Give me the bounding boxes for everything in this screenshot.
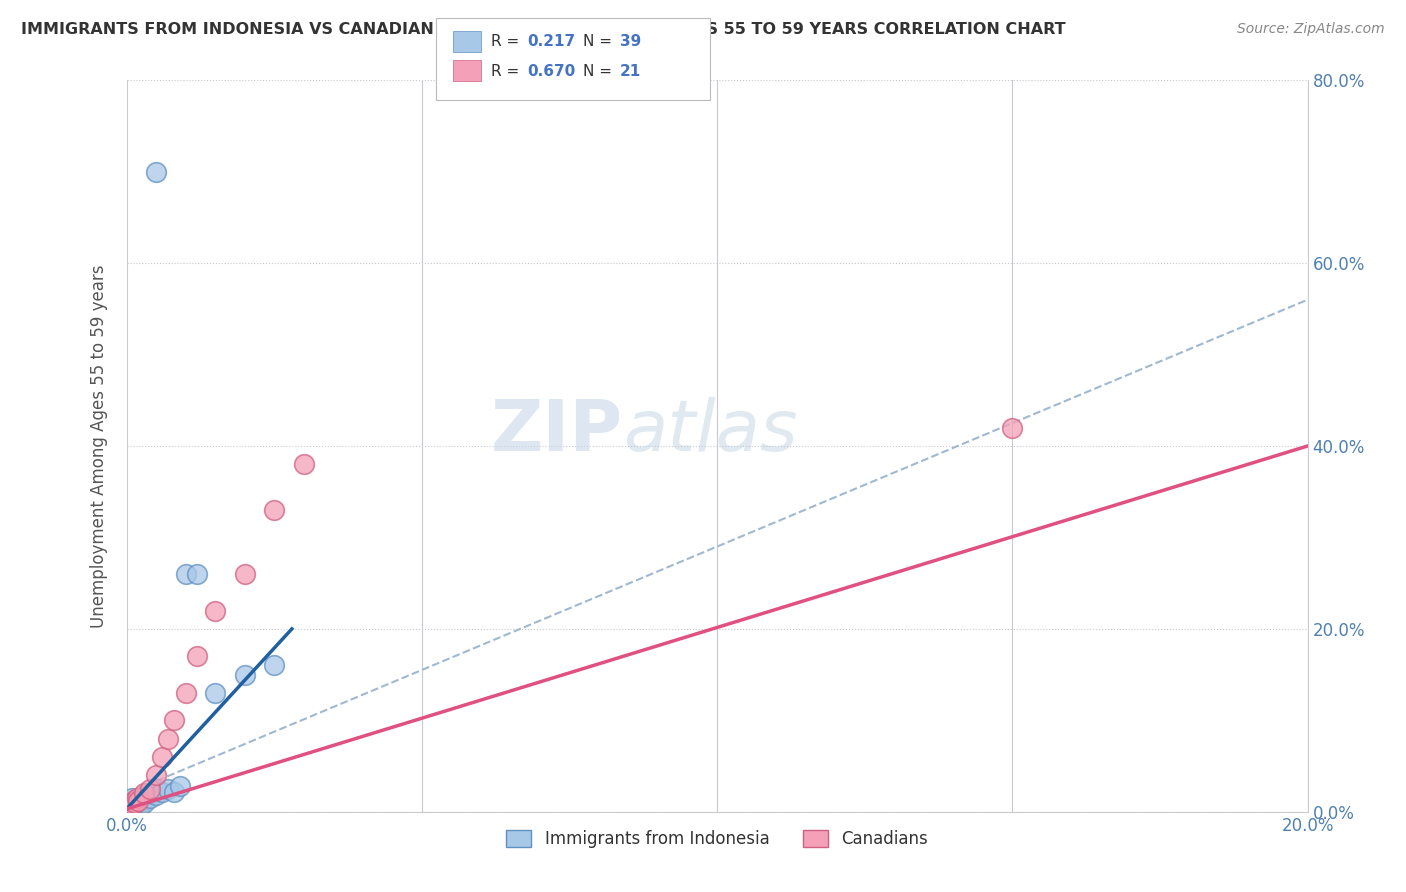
Point — [134, 796, 156, 810]
Text: 0.217: 0.217 — [527, 35, 575, 49]
Point — [118, 797, 141, 812]
Point — [263, 658, 285, 673]
Point — [292, 457, 315, 471]
Point — [122, 794, 145, 808]
Point — [204, 686, 226, 700]
Text: N =: N = — [583, 64, 617, 78]
Text: 0.670: 0.670 — [527, 64, 575, 78]
Text: R =: R = — [491, 64, 524, 78]
Text: N =: N = — [583, 35, 617, 49]
Text: 39: 39 — [620, 35, 641, 49]
Point — [122, 797, 145, 812]
Point — [121, 797, 143, 812]
Point — [145, 768, 167, 782]
Point — [150, 784, 173, 798]
Text: ZIP: ZIP — [491, 397, 623, 466]
Point — [169, 779, 191, 793]
Point — [127, 796, 149, 810]
Point — [186, 567, 208, 582]
Point — [121, 791, 143, 805]
Point — [121, 796, 143, 810]
Legend: Immigrants from Indonesia, Canadians: Immigrants from Indonesia, Canadians — [499, 823, 935, 855]
Point — [121, 794, 143, 808]
Point — [145, 164, 167, 178]
Point — [127, 797, 149, 812]
Point — [145, 789, 167, 803]
Point — [118, 800, 141, 814]
Text: R =: R = — [491, 35, 524, 49]
Point — [174, 686, 197, 700]
Point — [139, 787, 162, 801]
Point — [129, 791, 152, 805]
Text: IMMIGRANTS FROM INDONESIA VS CANADIAN UNEMPLOYMENT AMONG AGES 55 TO 59 YEARS COR: IMMIGRANTS FROM INDONESIA VS CANADIAN UN… — [21, 22, 1066, 37]
Point — [174, 567, 197, 582]
Point — [163, 784, 186, 798]
Point — [145, 781, 167, 796]
Point — [156, 731, 179, 746]
Point — [125, 800, 148, 814]
Point — [120, 796, 142, 810]
Point — [139, 791, 162, 805]
Point — [127, 799, 149, 814]
Point — [150, 749, 173, 764]
Point — [127, 794, 149, 808]
Point — [121, 800, 143, 814]
Point — [131, 794, 153, 808]
Point — [134, 789, 156, 803]
Point — [120, 796, 142, 810]
Point — [134, 787, 156, 801]
Point — [233, 567, 256, 582]
Text: atlas: atlas — [623, 397, 797, 466]
Point — [163, 714, 186, 728]
Text: Source: ZipAtlas.com: Source: ZipAtlas.com — [1237, 22, 1385, 37]
Point — [125, 792, 148, 806]
Point — [124, 798, 146, 813]
Point — [124, 796, 146, 810]
Point — [139, 781, 162, 796]
Point — [124, 796, 146, 810]
Point — [129, 797, 153, 812]
Y-axis label: Unemployment Among Ages 55 to 59 years: Unemployment Among Ages 55 to 59 years — [90, 264, 108, 628]
Point — [117, 800, 139, 814]
Point — [204, 603, 226, 617]
Point — [127, 791, 149, 805]
Point — [233, 667, 256, 681]
Point — [122, 794, 145, 808]
Point — [156, 781, 179, 796]
Point — [120, 797, 142, 812]
Point — [263, 503, 285, 517]
Point — [120, 799, 142, 814]
Point — [127, 794, 149, 808]
Point — [120, 798, 142, 813]
Text: 21: 21 — [620, 64, 641, 78]
Point — [186, 649, 208, 664]
Point — [1001, 421, 1024, 435]
Point — [128, 797, 150, 811]
